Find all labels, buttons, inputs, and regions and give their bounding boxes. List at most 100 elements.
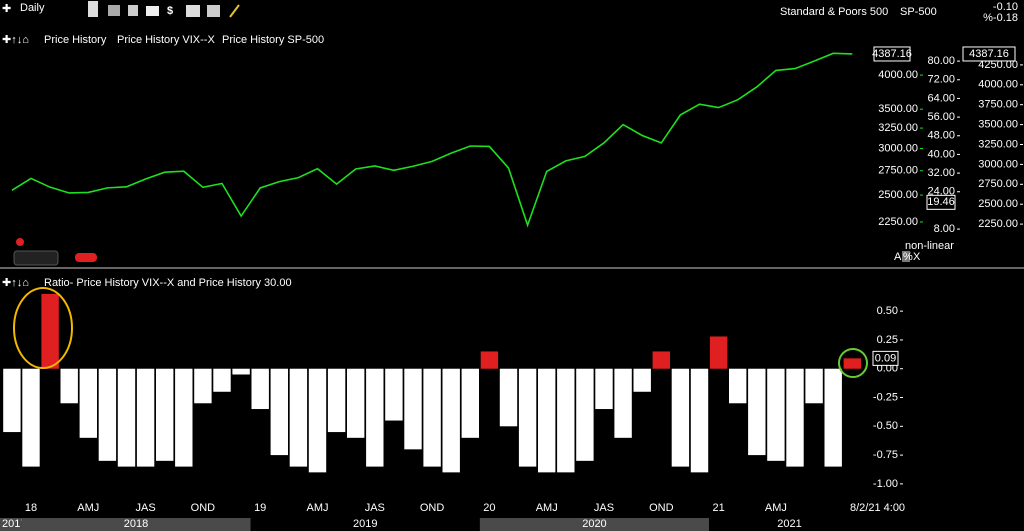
y-tick-label: 3750.00 xyxy=(978,99,1018,111)
y-tick-label: 56.00 xyxy=(927,111,955,123)
plot-layer: 2250.00 2500.00 2750.00 3000.00 3250.00 3500.… xyxy=(0,46,1023,531)
y-tick-label: 48.00 xyxy=(927,130,955,142)
value-box xyxy=(872,350,899,366)
ratio-bar xyxy=(633,368,651,392)
ratio-bar xyxy=(3,368,21,433)
y-tick-label: 2750.00 xyxy=(878,165,918,177)
value-box xyxy=(926,194,956,210)
price-line xyxy=(11,52,853,228)
ratio-bar xyxy=(729,368,747,404)
interval[interactable]: Daily xyxy=(20,2,45,14)
ratio-bar xyxy=(308,368,327,473)
dropdown-button[interactable] xyxy=(88,1,98,17)
pane-title: Ratio- Price History VIX--X and Price Hi… xyxy=(44,277,292,289)
dollar-icon[interactable]: $ xyxy=(167,5,173,17)
symbol-name: Standard & Poors 500 xyxy=(780,6,888,18)
y-tick-label: 4000.00 xyxy=(978,79,1018,91)
print-icon[interactable] xyxy=(108,5,120,16)
printer-icon[interactable] xyxy=(186,5,200,17)
x-tick-label: JAS xyxy=(136,502,156,514)
ratio-bar xyxy=(805,368,823,404)
symbol: SP-500 xyxy=(900,6,937,18)
value-box xyxy=(962,46,1016,62)
ratio-bar xyxy=(576,368,594,461)
value-label: 4387.16 xyxy=(969,48,1009,60)
ratio-bar xyxy=(79,368,97,438)
scale-button[interactable]: A xyxy=(894,251,902,263)
year-band xyxy=(21,518,251,531)
y-tick-label: 3500.00 xyxy=(978,119,1018,131)
x-tick-label: OND xyxy=(649,502,674,514)
calc-icon[interactable] xyxy=(207,5,220,17)
value-label: 19.46 xyxy=(927,196,955,208)
ratio-bar xyxy=(156,368,174,461)
toggle-button[interactable] xyxy=(13,250,59,266)
y-tick-label: -0.25 xyxy=(873,391,898,403)
ratio-bar xyxy=(270,368,288,456)
x-tick-label: JAS xyxy=(365,502,385,514)
x-tick-label: AMJ xyxy=(536,502,558,514)
ratio-bar xyxy=(824,368,842,467)
ratio-bar xyxy=(232,368,250,375)
y-tick-label: 40.00 xyxy=(927,148,955,160)
y-tick-label: -1.00 xyxy=(873,478,898,490)
ratio-bar xyxy=(442,368,460,473)
ratio-bar xyxy=(423,368,441,467)
record-button[interactable] xyxy=(16,238,24,246)
x-tick-label: OND xyxy=(191,502,216,514)
x-tick-label: 20 xyxy=(483,502,495,514)
year-band xyxy=(250,518,480,531)
pencil-icon[interactable] xyxy=(229,4,240,18)
scale-button[interactable]: % xyxy=(903,251,913,263)
y-tick-label: 8.00 xyxy=(934,223,955,235)
y-tick-label: 64.00 xyxy=(927,92,955,104)
ratio-bar xyxy=(767,368,785,461)
y-tick-label: 2250.00 xyxy=(978,218,1018,230)
legend-entry[interactable]: Price History VIX--X xyxy=(117,34,215,46)
y-tick-label: 3250.00 xyxy=(978,138,1018,150)
y-tick-label: 2250.00 xyxy=(878,216,918,228)
ratio-bar xyxy=(213,368,231,392)
y-tick-label: 4000.00 xyxy=(878,69,918,81)
legend-icons[interactable]: ✚↑↓⌂ xyxy=(2,277,29,289)
scale-note: non-linear xyxy=(905,240,954,252)
ratio-bar xyxy=(614,368,632,438)
y-tick-label: 2750.00 xyxy=(978,178,1018,190)
ratio-bar xyxy=(385,368,403,421)
x-tick-label: AMJ xyxy=(77,502,99,514)
scale-button-bg xyxy=(902,251,910,262)
ratio-bar xyxy=(98,368,117,461)
lock-icon[interactable] xyxy=(128,5,138,16)
x-tick-label: 21 xyxy=(712,502,724,514)
year-label: 2021 xyxy=(777,518,801,530)
x-tick-label: 19 xyxy=(254,502,266,514)
add-icon[interactable]: ✚ xyxy=(2,3,11,15)
y-tick-label: 72.00 xyxy=(927,74,955,86)
ratio-bar xyxy=(461,368,479,438)
ratio-bar xyxy=(480,351,499,369)
y-tick-label: 0.25 xyxy=(877,334,898,346)
y-tick-label: 4250.00 xyxy=(978,59,1018,71)
ratio-bar xyxy=(289,368,308,467)
y-tick-label: 2500.00 xyxy=(978,198,1018,210)
red-button[interactable] xyxy=(75,253,97,262)
ratio-bar xyxy=(748,368,766,456)
ratio-bar xyxy=(499,368,518,427)
change-pct: %-0.18 xyxy=(983,12,1018,24)
ratio-bar xyxy=(366,368,384,467)
y-tick-label: -0.75 xyxy=(873,449,898,461)
legend-entry[interactable]: Price History xyxy=(44,34,107,46)
ratio-bar xyxy=(251,368,269,410)
ratio-bar xyxy=(194,368,212,404)
ratio-bar xyxy=(709,336,728,369)
legend-entry[interactable]: Price History SP-500 xyxy=(222,34,324,46)
last-date: 8/2/21 4:00 xyxy=(850,502,905,514)
legend-icons[interactable]: ✚↑↓⌂ xyxy=(2,34,29,46)
mail-icon[interactable] xyxy=(146,6,159,16)
scale-button[interactable]: X xyxy=(913,251,921,263)
year-label: 2017 xyxy=(2,518,26,530)
y-tick-label: 0.50 xyxy=(877,305,898,317)
year-label: 2020 xyxy=(582,518,606,530)
